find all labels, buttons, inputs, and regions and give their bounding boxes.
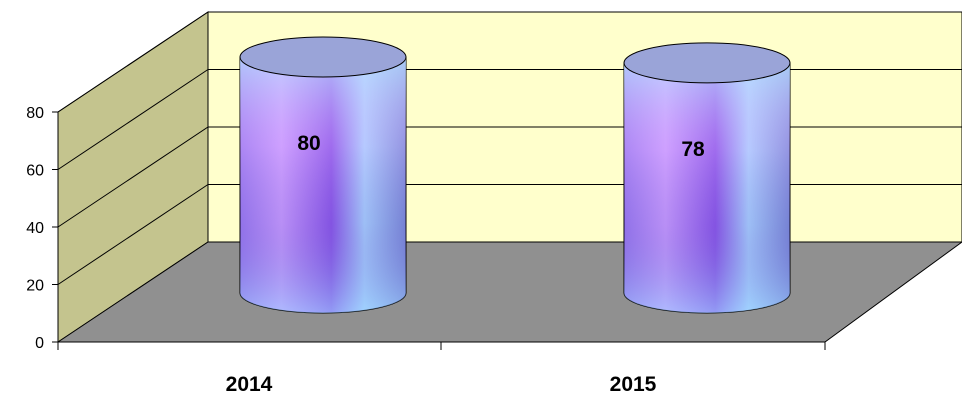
y-ticks: 0 20 40 60 80: [26, 105, 58, 352]
cylinder-shade: [240, 57, 406, 313]
bar-2014: 80: [239, 36, 407, 314]
y-tick-label: 20: [26, 278, 44, 295]
y-tick-label: 80: [26, 105, 44, 122]
y-tick-label: 40: [26, 220, 44, 237]
x-category-label: 2014: [226, 373, 273, 394]
data-label: 80: [297, 132, 320, 155]
bars: 80 78: [239, 36, 791, 314]
side-gridline: [57, 126, 209, 228]
y-tick-label: 60: [26, 163, 44, 180]
x-category-label: 2015: [610, 373, 657, 394]
side-gridline: [57, 11, 209, 113]
side-gridline: [57, 184, 209, 285]
cylinder-shade: [624, 62, 790, 314]
data-label: 78: [681, 138, 705, 161]
cylinder-top: [623, 42, 791, 84]
cylinder-top: [239, 36, 407, 78]
side-gridline: [57, 69, 209, 170]
x-category-labels: 2014 2015: [226, 373, 657, 394]
floor: [56, 241, 962, 343]
bar-2015: 78: [623, 42, 791, 314]
y-tick-label: 0: [35, 335, 44, 352]
